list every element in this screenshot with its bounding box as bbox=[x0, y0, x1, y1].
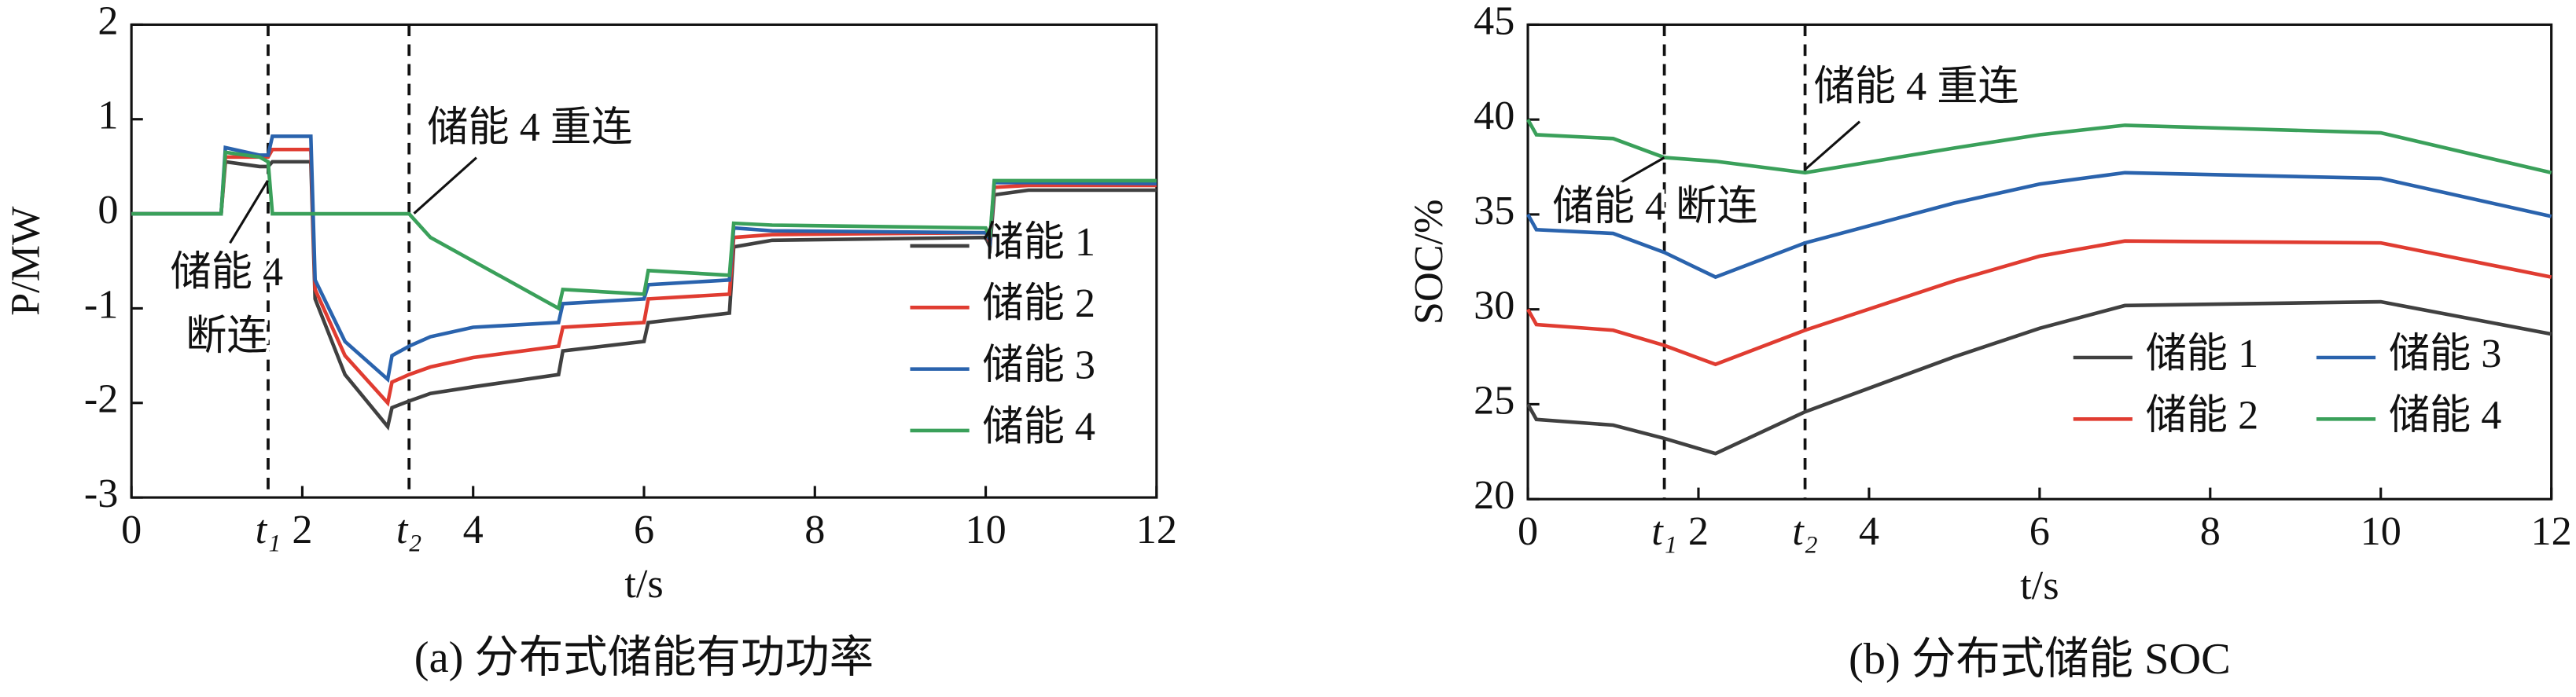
x-axis-label: t/s bbox=[624, 561, 663, 607]
x-tick-label: 8 bbox=[2200, 508, 2221, 554]
caption: (a) 分布式储能有功功率 bbox=[414, 633, 874, 682]
y-tick-label: -3 bbox=[84, 471, 119, 516]
annotation-leader bbox=[1805, 120, 1861, 171]
y-axis-label: P/MW bbox=[3, 206, 49, 316]
y-tick-label: 45 bbox=[1474, 0, 1514, 43]
legend-label: 储能 1 bbox=[2146, 331, 2259, 376]
series-line bbox=[1526, 171, 2552, 280]
x-tick-label: t₂ bbox=[1792, 508, 1818, 554]
annotation: 储能 4 断连 bbox=[1552, 183, 1757, 229]
y-tick-label: -2 bbox=[84, 376, 119, 422]
series-line bbox=[1526, 299, 2552, 456]
legend-label: 储能 3 bbox=[982, 343, 1095, 388]
x-tick-label: 8 bbox=[804, 507, 825, 552]
annotation: 储能 4 重连 bbox=[1814, 64, 2019, 109]
annotation: 断连 bbox=[186, 314, 267, 359]
y-axis-label: SOC/% bbox=[1406, 199, 1452, 325]
y-tick-label: 35 bbox=[1474, 188, 1514, 233]
y-tick-label: 2 bbox=[98, 0, 118, 43]
annotation: 储能 4 bbox=[171, 249, 284, 295]
x-tick-label: 0 bbox=[1518, 508, 1538, 554]
legend-label: 储能 1 bbox=[982, 219, 1095, 265]
legend-label: 储能 3 bbox=[2389, 331, 2502, 376]
series-line bbox=[131, 134, 1157, 383]
series-line bbox=[1526, 119, 2552, 175]
x-tick-label: 6 bbox=[2030, 508, 2050, 554]
x-tick-label: 6 bbox=[634, 507, 654, 552]
y-tick-label: 1 bbox=[98, 93, 118, 138]
y-tick-label: 25 bbox=[1474, 377, 1514, 423]
x-tick-label: t₁ bbox=[256, 507, 282, 552]
series-line bbox=[131, 150, 1157, 311]
x-tick-label: 4 bbox=[1859, 508, 1879, 554]
x-tick-label: 2 bbox=[1688, 508, 1709, 554]
annotation: 储能 4 重连 bbox=[427, 105, 632, 150]
series-line bbox=[1526, 239, 2552, 367]
y-tick-label: 30 bbox=[1474, 283, 1514, 328]
legend-label: 储能 4 bbox=[982, 404, 1095, 449]
legend-label: 储能 2 bbox=[2146, 392, 2259, 438]
annotation-leader bbox=[413, 156, 477, 215]
x-axis-label: t/s bbox=[2020, 563, 2059, 608]
annotation-leader bbox=[1617, 156, 1665, 185]
x-tick-label: t₁ bbox=[1651, 508, 1677, 554]
x-tick-label: 12 bbox=[1136, 507, 1177, 552]
x-tick-label: t₂ bbox=[396, 507, 422, 552]
y-tick-label: -1 bbox=[84, 281, 119, 327]
y-tick-label: 40 bbox=[1474, 93, 1514, 138]
x-tick-label: 4 bbox=[463, 507, 484, 552]
legend-label: 储能 2 bbox=[982, 281, 1095, 326]
x-tick-label: 10 bbox=[2361, 508, 2401, 554]
x-tick-label: 10 bbox=[965, 507, 1006, 552]
x-tick-label: 0 bbox=[121, 507, 142, 552]
y-tick-label: 20 bbox=[1474, 472, 1514, 518]
x-tick-label: 2 bbox=[292, 507, 312, 552]
legend-label: 储能 4 bbox=[2389, 392, 2502, 438]
y-tick-label: 0 bbox=[98, 187, 118, 233]
x-tick-label: 12 bbox=[2531, 508, 2572, 554]
annotation-leader bbox=[229, 180, 269, 244]
caption: (b) 分布式储能 SOC bbox=[1849, 635, 2231, 684]
